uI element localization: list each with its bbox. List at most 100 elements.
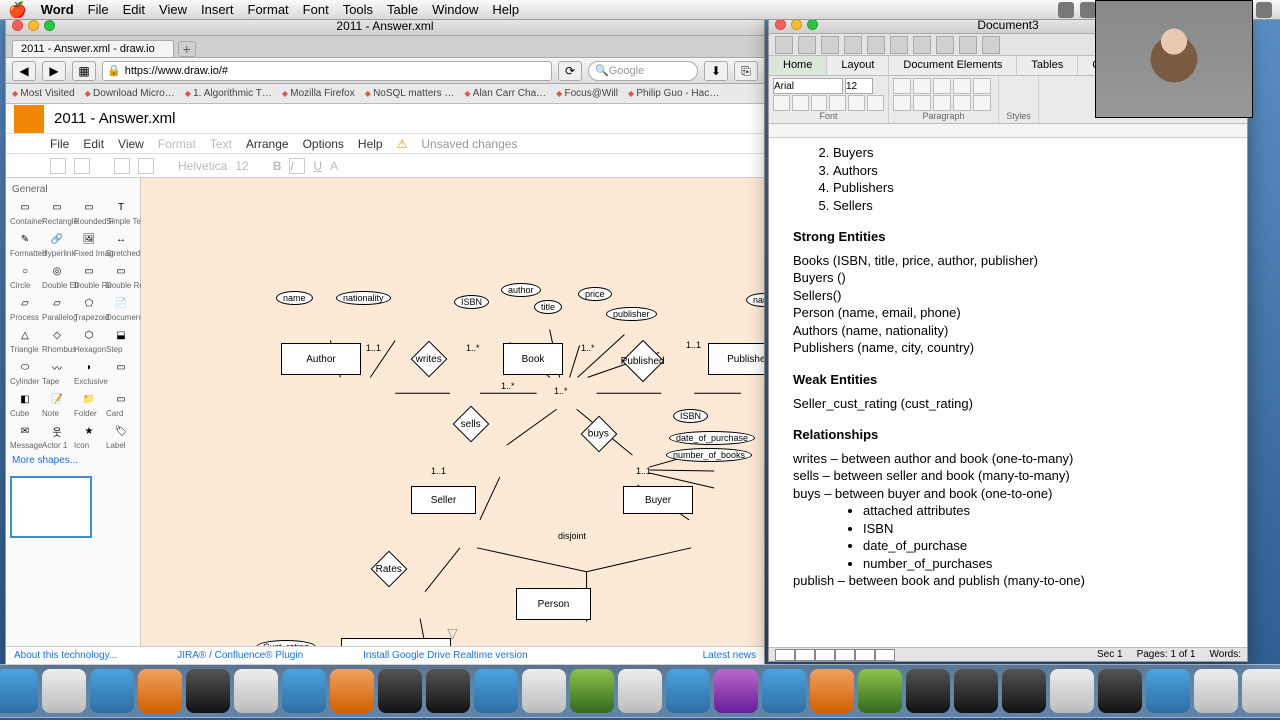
bookmark[interactable]: Alan Carr Cha… bbox=[464, 88, 546, 99]
align-center-icon[interactable] bbox=[913, 95, 931, 111]
menu-window[interactable]: Window bbox=[432, 2, 478, 17]
shape-item[interactable]: ▱ bbox=[10, 293, 40, 313]
shape-item[interactable]: 🏷 bbox=[106, 421, 136, 441]
shape-item[interactable]: ◧ bbox=[10, 389, 40, 409]
back-button[interactable]: ◀ bbox=[12, 61, 36, 81]
bookmark[interactable]: Most Visited bbox=[12, 88, 75, 99]
dock-finder[interactable] bbox=[0, 669, 38, 713]
ribbon-tab-home[interactable]: Home bbox=[769, 56, 827, 75]
zoom-in-icon[interactable] bbox=[138, 158, 154, 174]
dock-app[interactable] bbox=[810, 669, 854, 713]
fontcolor-icon[interactable] bbox=[867, 95, 884, 111]
search-field[interactable]: 🔍 Google bbox=[588, 61, 698, 81]
footer-gdrive[interactable]: Install Google Drive Realtime version bbox=[363, 650, 528, 661]
shape-item[interactable]: ⬓ bbox=[106, 325, 136, 345]
align-left-icon[interactable] bbox=[893, 95, 911, 111]
justify-icon[interactable] bbox=[953, 95, 971, 111]
bookmark[interactable]: Philip Guo - Hac… bbox=[628, 88, 719, 99]
dock-app[interactable] bbox=[1194, 669, 1238, 713]
shape-item[interactable]: ○ bbox=[10, 261, 40, 281]
menu-tools[interactable]: Tools bbox=[343, 2, 373, 17]
shape-item[interactable]: 📁 bbox=[74, 389, 104, 409]
menu-table[interactable]: Table bbox=[387, 2, 418, 17]
font-select[interactable]: Helvetica bbox=[178, 159, 227, 173]
menu-edit[interactable]: Edit bbox=[123, 2, 145, 17]
numbering-icon[interactable] bbox=[913, 78, 931, 94]
linespacing-icon[interactable] bbox=[973, 95, 991, 111]
shape-item[interactable]: ▱ bbox=[42, 293, 72, 313]
dock-app[interactable] bbox=[522, 669, 566, 713]
dock-word[interactable] bbox=[762, 669, 806, 713]
bookmark[interactable]: 1. Algorithmic T… bbox=[185, 88, 272, 99]
dock-safari[interactable] bbox=[282, 669, 326, 713]
underline-icon[interactable]: U bbox=[313, 159, 322, 173]
status-icon[interactable] bbox=[1080, 2, 1096, 18]
erd-attribute[interactable]: title bbox=[534, 300, 562, 314]
qa-icon[interactable] bbox=[798, 36, 816, 54]
canvas-expand-icon[interactable]: ▽ bbox=[447, 625, 458, 642]
dock-app[interactable] bbox=[234, 669, 278, 713]
dock-app[interactable] bbox=[1050, 669, 1094, 713]
erd-relation[interactable]: writes bbox=[411, 341, 448, 378]
shape-item[interactable]: ⬡ bbox=[74, 325, 104, 345]
erd-relation[interactable]: sells bbox=[453, 406, 490, 443]
footer-news[interactable]: Latest news bbox=[703, 650, 756, 661]
erd-entity[interactable]: Author bbox=[281, 343, 361, 375]
font-select[interactable] bbox=[773, 78, 843, 94]
bookmark[interactable]: Focus@Will bbox=[556, 88, 618, 99]
status-icon[interactable] bbox=[1256, 2, 1272, 18]
erd-entity[interactable]: Book bbox=[503, 343, 563, 375]
indent-dec-icon[interactable] bbox=[953, 78, 971, 94]
shape-item[interactable]: 웃 bbox=[42, 421, 72, 441]
grid-button[interactable]: ▦ bbox=[72, 61, 96, 81]
fontsize-select[interactable] bbox=[845, 78, 873, 94]
fontsize-select[interactable]: 12 bbox=[235, 159, 248, 173]
tool-icon[interactable] bbox=[50, 158, 66, 174]
underline-icon[interactable] bbox=[811, 95, 828, 111]
page-thumbnail[interactable] bbox=[10, 476, 92, 538]
italic-icon[interactable]: I bbox=[289, 158, 305, 174]
bookmark[interactable]: Mozilla Firefox bbox=[282, 88, 355, 99]
close-icon[interactable] bbox=[12, 20, 23, 31]
address-bar[interactable]: 🔒 https://www.draw.io/# bbox=[102, 61, 552, 81]
erd-entity[interactable]: Buyer bbox=[623, 486, 693, 514]
dock-app[interactable] bbox=[42, 669, 86, 713]
dock-app[interactable] bbox=[1098, 669, 1142, 713]
shape-item[interactable]: ▭ bbox=[106, 261, 136, 281]
word-document[interactable]: Buyers Authors Publishers Sellers Strong… bbox=[769, 138, 1247, 647]
save-icon[interactable] bbox=[821, 36, 839, 54]
shape-item[interactable]: 🔗 bbox=[42, 229, 72, 249]
word-ruler[interactable] bbox=[769, 124, 1247, 138]
erd-attribute[interactable]: ISBN bbox=[673, 409, 708, 423]
bold-icon[interactable]: B bbox=[273, 159, 282, 173]
shape-item[interactable]: ◇ bbox=[42, 325, 72, 345]
shape-item[interactable]: 🖼 bbox=[74, 229, 104, 249]
browser-tab[interactable]: 2011 - Answer.xml - draw.io bbox=[12, 40, 174, 57]
shape-item[interactable]: ★ bbox=[74, 421, 104, 441]
drawio-logo[interactable] bbox=[14, 105, 44, 133]
app-name[interactable]: Word bbox=[41, 2, 74, 17]
shape-item[interactable]: △ bbox=[10, 325, 40, 345]
highlight-icon[interactable] bbox=[848, 95, 865, 111]
shape-item[interactable]: 📄 bbox=[106, 293, 136, 313]
erd-entity[interactable]: Person bbox=[516, 588, 591, 620]
view-buttons[interactable] bbox=[775, 649, 895, 661]
zoom-icon[interactable] bbox=[807, 19, 818, 30]
styles-icon[interactable] bbox=[1005, 78, 1033, 106]
ribbon-tab-layout[interactable]: Layout bbox=[827, 56, 889, 75]
dock-app[interactable] bbox=[426, 669, 470, 713]
erd-attribute[interactable]: date_of_purchase bbox=[669, 431, 755, 445]
footer-about[interactable]: About this technology... bbox=[14, 650, 117, 661]
print-icon[interactable] bbox=[844, 36, 862, 54]
apple-menu[interactable]: 🍎 bbox=[8, 1, 27, 19]
shape-section[interactable]: General bbox=[10, 182, 136, 197]
shape-item[interactable]: ✉ bbox=[10, 421, 40, 441]
bookmark[interactable]: Download Micro… bbox=[85, 88, 175, 99]
multilevel-icon[interactable] bbox=[933, 78, 951, 94]
drawio-menu-help[interactable]: Help bbox=[358, 137, 383, 151]
close-icon[interactable] bbox=[775, 19, 786, 30]
share-button[interactable]: ⎘ bbox=[734, 61, 758, 81]
minimize-icon[interactable] bbox=[28, 20, 39, 31]
menu-help[interactable]: Help bbox=[492, 2, 519, 17]
zoom-icon[interactable] bbox=[44, 20, 55, 31]
